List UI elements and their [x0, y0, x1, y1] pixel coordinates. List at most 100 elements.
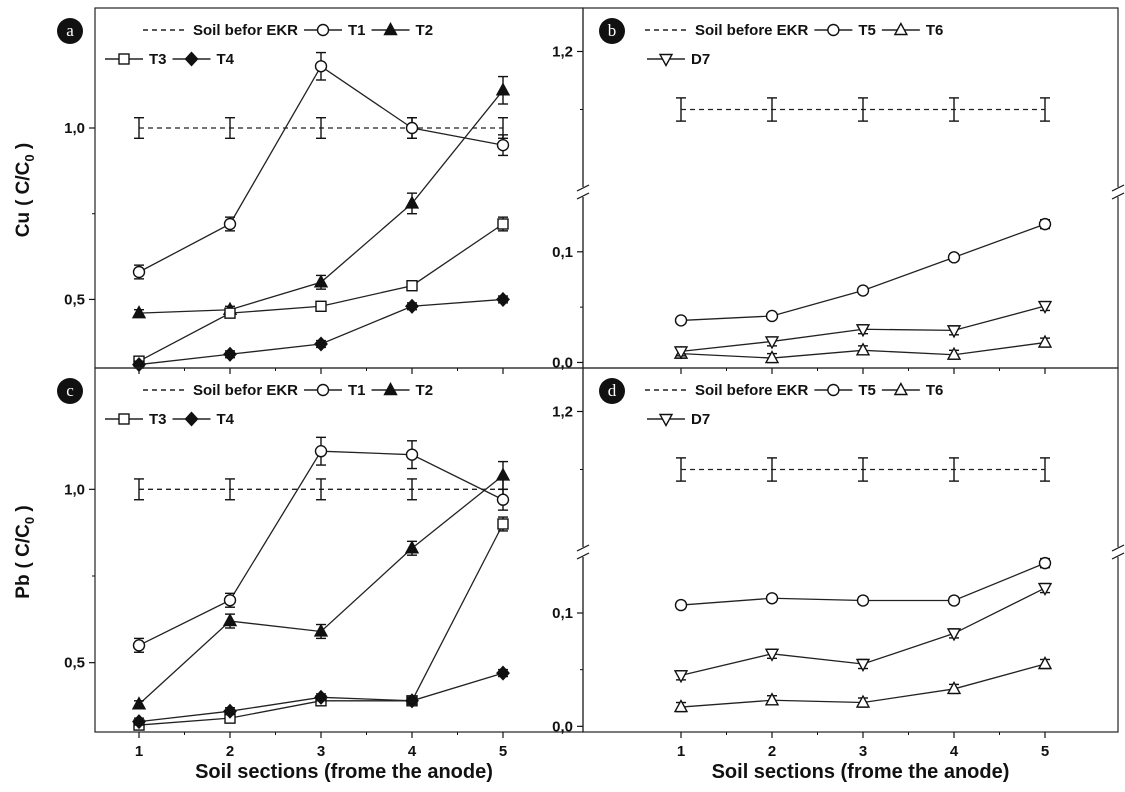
axis-break-mark-left — [576, 192, 590, 200]
y-axis-label-paren: ( C/C — [13, 524, 34, 569]
y-axis-label-subscript: 0 — [22, 517, 37, 524]
y-tick-label: 1,0 — [64, 481, 85, 498]
x-tick-label: 1 — [135, 743, 143, 760]
data-point-marker — [856, 284, 870, 297]
x-tick-label: 2 — [226, 743, 234, 760]
data-point-marker — [405, 448, 419, 461]
panel-badge-label: a — [66, 21, 74, 40]
legend-item: T4 — [172, 51, 235, 68]
legend-item: Soil before EKR — [645, 22, 809, 39]
data-point-marker — [946, 346, 962, 360]
legend-swatch-marker — [827, 23, 840, 37]
legend-swatch-marker — [893, 382, 909, 396]
legend-item: T6 — [881, 382, 943, 399]
data-point-marker — [496, 493, 510, 506]
axis-break-gap-left — [577, 187, 589, 197]
series-s3 — [133, 216, 509, 367]
data-point-marker — [674, 314, 688, 327]
panel-c-pb-t1-t4: 0,5 1,0 1 2 3 4 5 Soil sections (frome the anod… — [13, 367, 584, 783]
panel-a-cu-t1-t4: 0,5 1,0 Cu ( C/C0 ) Soil befor EKR T1 T2 T3 T4 a — [13, 7, 584, 374]
legend-label: T2 — [416, 22, 434, 39]
data-point-marker — [764, 336, 780, 350]
legend-label: T1 — [348, 22, 366, 39]
panel-badge — [599, 18, 625, 44]
panel-frame — [582, 367, 1119, 733]
y-tick-label: 0,5 — [64, 655, 85, 672]
panel-badge-label: d — [608, 381, 617, 400]
data-point-marker — [946, 628, 962, 642]
legend-item: T6 — [881, 22, 944, 39]
data-point-marker — [223, 346, 237, 362]
series-line — [138, 65, 504, 273]
data-point-marker — [132, 639, 146, 652]
data-point-marker — [496, 138, 510, 152]
data-point-marker — [946, 680, 962, 695]
data-point-marker — [673, 346, 689, 360]
legend-swatch-marker — [184, 51, 199, 67]
data-point-marker — [132, 265, 146, 279]
legend-swatch-marker — [118, 413, 130, 425]
axis-break-gap-right — [1112, 547, 1124, 557]
data-point-marker — [222, 613, 238, 627]
axis-break-mark-left — [576, 544, 590, 552]
legend-label: T2 — [416, 382, 434, 399]
legend-swatch-marker — [658, 413, 674, 427]
legend-item: D7 — [647, 411, 710, 428]
data-point-marker — [1038, 217, 1052, 231]
legend: Soil befor EKR T1 T2 T3 T4 — [105, 22, 433, 68]
series-s2 — [131, 460, 511, 710]
legend: Soil before EKR T5 T6 D7 — [645, 382, 943, 428]
data-point-marker — [1037, 656, 1053, 670]
legend-swatch-marker — [827, 383, 840, 397]
data-point-marker — [674, 598, 688, 612]
x-tick-label: 5 — [1041, 743, 1049, 760]
series-s1 — [674, 217, 1052, 327]
data-point-marker — [315, 300, 327, 312]
legend-item: Soil before EKR — [645, 382, 809, 399]
legend-label: D7 — [691, 51, 710, 68]
legend-label: T1 — [348, 382, 366, 399]
series-s3 — [673, 300, 1053, 360]
data-point-marker — [313, 274, 329, 288]
data-point-marker — [947, 251, 961, 264]
panel-d-pb-t5-d7: 0,0 0,1 1,2 1 2 3 4 5 Soil sections (frome the a… — [552, 367, 1125, 783]
panel-frame — [94, 7, 584, 369]
legend-label: Soil before EKR — [695, 382, 809, 399]
y-axis-label-subscript: 0 — [22, 154, 37, 161]
x-axis-label: Soil sections (frome the anode) — [712, 761, 1010, 783]
data-point-marker — [314, 689, 328, 705]
data-point-marker — [223, 594, 237, 607]
data-point-marker — [404, 195, 420, 209]
x-tick-label: 4 — [408, 743, 417, 760]
legend-item: T3 — [105, 51, 167, 68]
legend-label: T4 — [217, 411, 235, 428]
y-tick-label: 1,2 — [552, 404, 573, 421]
axis-break-mark-right — [1111, 552, 1125, 560]
data-point-marker — [404, 540, 420, 554]
data-point-marker — [947, 594, 961, 607]
data-point-marker — [132, 714, 146, 730]
y-axis-label-element: Pb — [13, 574, 34, 598]
data-point-marker — [405, 121, 419, 135]
legend-label: Soil before EKR — [695, 22, 809, 39]
data-point-marker — [314, 336, 328, 352]
data-point-marker — [313, 623, 329, 637]
legend-item: D7 — [647, 51, 710, 68]
legend-label: Soil befor EKR — [193, 22, 298, 39]
data-point-marker — [855, 658, 871, 672]
legend-item: T2 — [371, 22, 434, 39]
y-tick-label: 1,0 — [64, 120, 85, 137]
y-axis-label-close: ) — [13, 505, 34, 517]
legend-swatch-marker — [383, 22, 398, 36]
data-point-marker — [764, 648, 780, 662]
legend-label: T5 — [858, 382, 876, 399]
data-point-marker — [496, 291, 510, 307]
data-point-marker — [497, 218, 509, 230]
series-line — [680, 223, 1046, 322]
series-s2 — [673, 334, 1053, 364]
data-point-marker — [855, 324, 871, 338]
x-tick-label: 3 — [317, 743, 325, 760]
legend-swatch-marker — [184, 411, 199, 427]
legend-label: T6 — [926, 22, 944, 39]
data-point-marker — [405, 298, 419, 314]
